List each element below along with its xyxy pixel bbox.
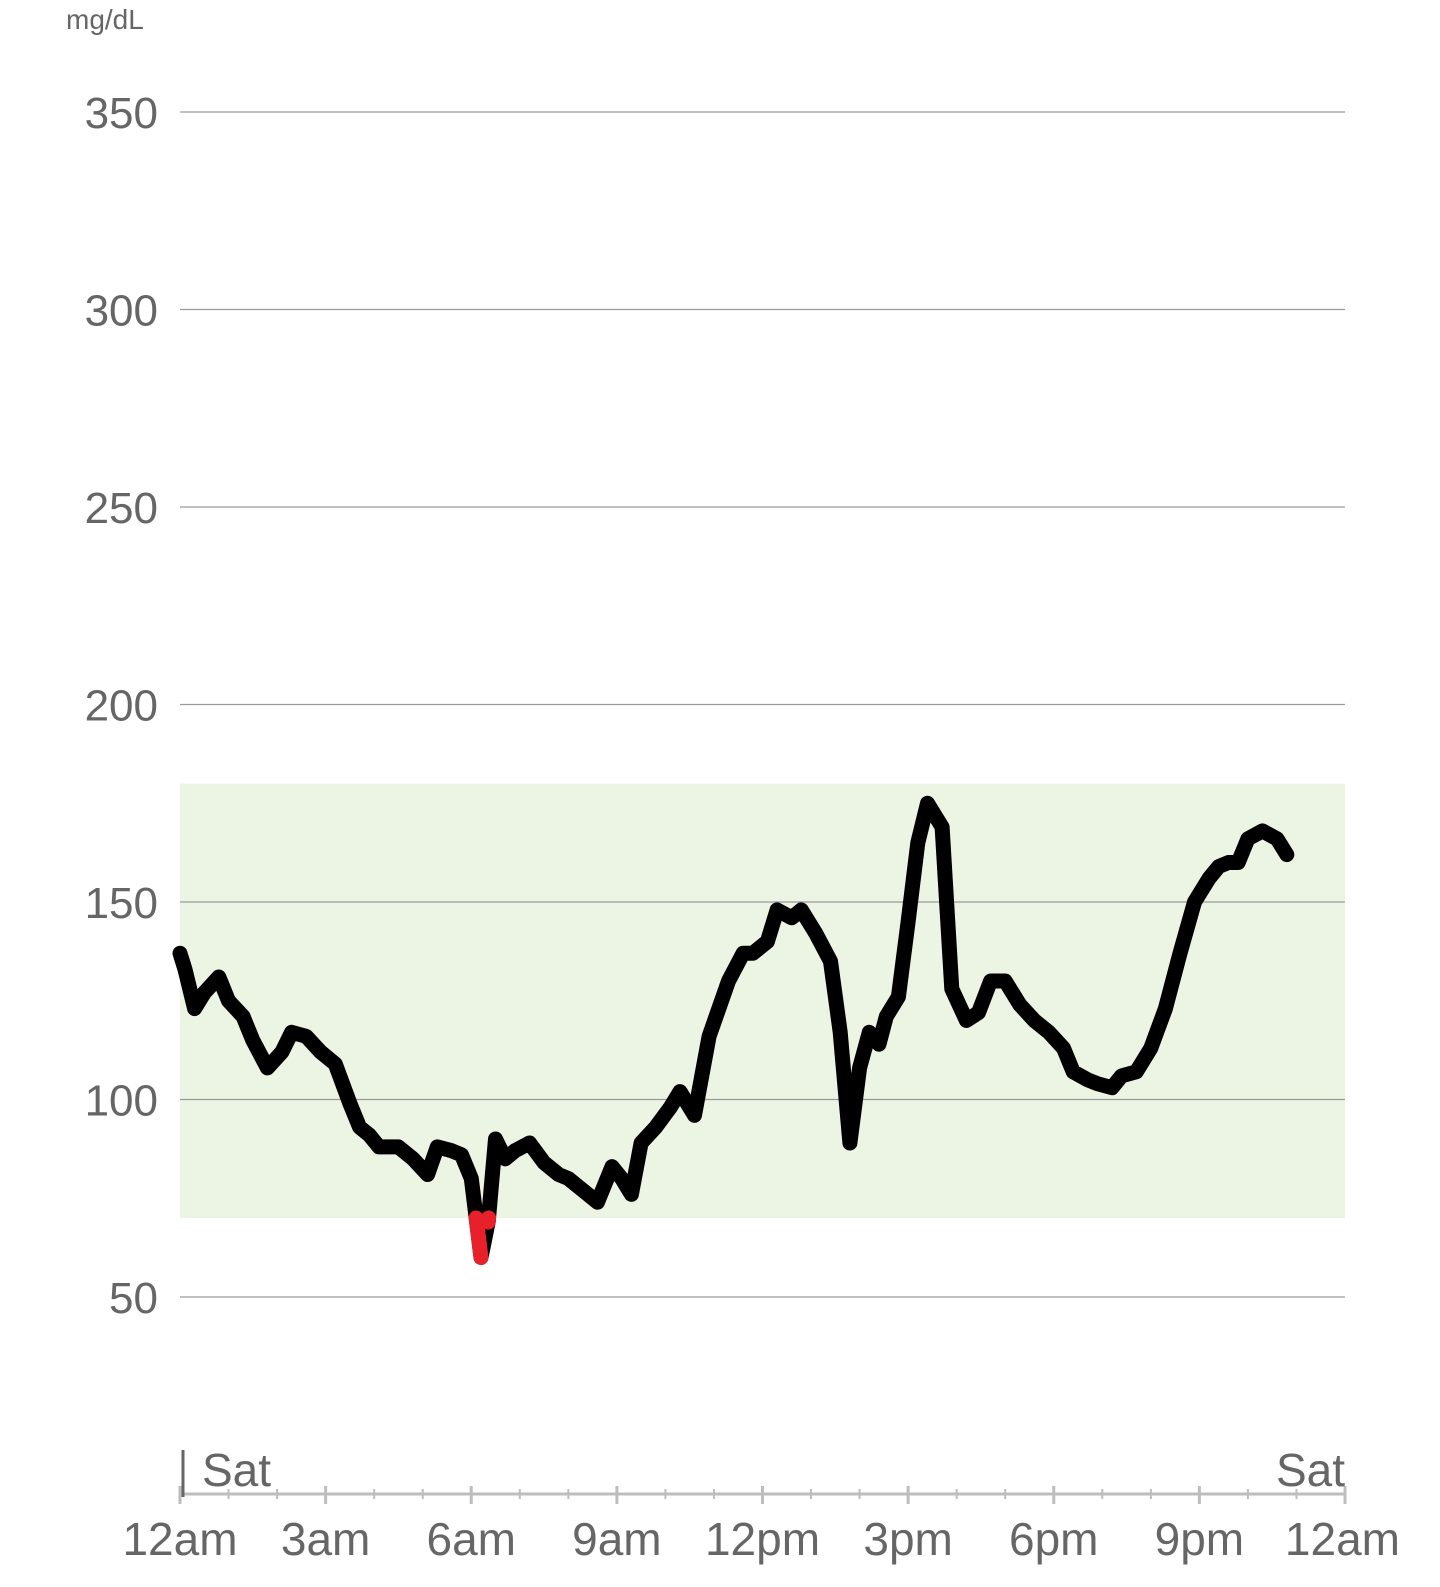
y-tick-label-150: 150	[85, 879, 158, 928]
day-label-start: Sat	[202, 1444, 271, 1496]
x-tick-label-0: 12am	[122, 1513, 237, 1565]
x-axis: 12am 3am 6am 9am 12pm 3pm 6pm 9pm 12am	[122, 1486, 1400, 1565]
x-tick-label-4: 12pm	[705, 1513, 820, 1565]
x-tick-label-2: 6am	[427, 1513, 516, 1565]
x-tick-label-1: 3am	[281, 1513, 370, 1565]
y-tick-label-100: 100	[85, 1077, 158, 1126]
y-axis-unit-label: mg/dL	[66, 4, 144, 35]
y-tick-label-50: 50	[109, 1274, 158, 1323]
glucose-line	[172, 795, 1295, 1265]
x-tick-label-3: 9am	[572, 1513, 661, 1565]
y-tick-label-200: 200	[85, 682, 158, 731]
low-glucose-segment	[468, 1210, 489, 1265]
y-tick-label-250: 250	[85, 484, 158, 533]
glucose-series	[172, 795, 1295, 1265]
day-label-end: Sat	[1276, 1444, 1345, 1496]
x-tick-label-8: 12am	[1285, 1513, 1400, 1565]
y-tick-label-300: 300	[85, 287, 158, 336]
x-tick-label-6: 6pm	[1009, 1513, 1098, 1565]
y-axis-ticks: 50 100 150 200 250 300 350	[85, 89, 158, 1323]
x-tick-label-7: 9pm	[1155, 1513, 1244, 1565]
x-tick-label-5: 3pm	[863, 1513, 952, 1565]
y-tick-label-350: 350	[85, 89, 158, 138]
gridlines	[180, 111, 1345, 1298]
